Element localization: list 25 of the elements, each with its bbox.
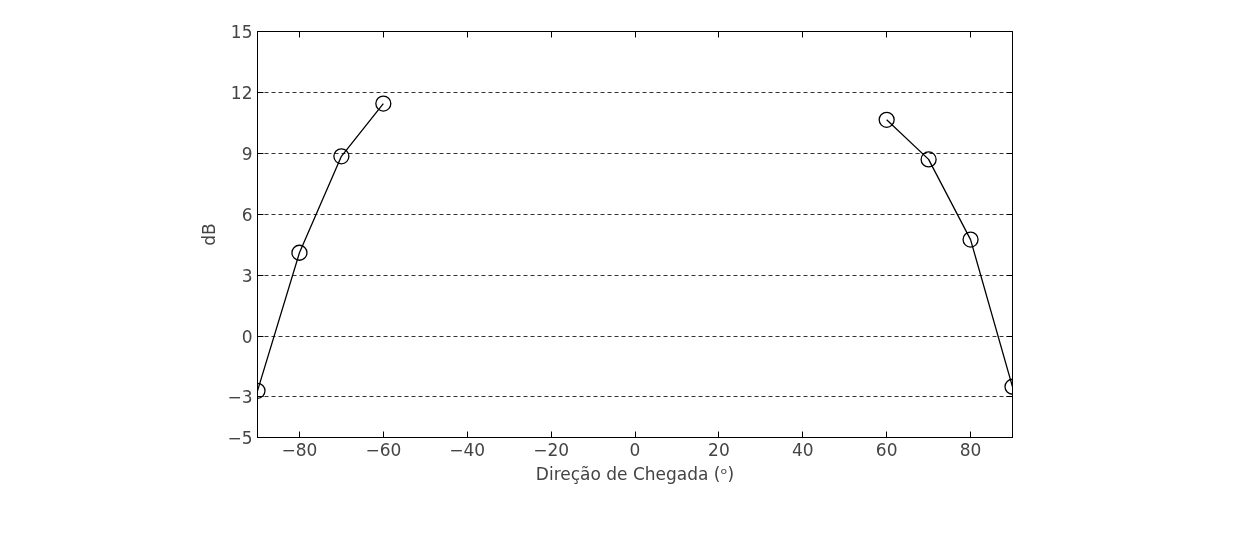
y-tick-label: 12 [230, 82, 253, 103]
y-tick-label: 3 [241, 265, 253, 286]
y-tick-label: 6 [241, 204, 253, 225]
point [333, 148, 350, 165]
x-tick-label: −20 [533, 439, 570, 460]
point [962, 231, 979, 248]
y-tick-label: 0 [241, 326, 253, 347]
y-axis-title: dB [199, 223, 220, 246]
x-tick-label: −80 [281, 439, 318, 460]
x-tick-label: −60 [365, 439, 402, 460]
x-tick-label: 20 [708, 439, 730, 460]
x-tick-label: 0 [629, 439, 641, 460]
x-tick-label: 40 [791, 439, 814, 460]
point [291, 244, 308, 261]
point [878, 111, 895, 128]
point [920, 151, 937, 168]
y-tick-label: −3 [227, 387, 253, 408]
x-tick-label: 80 [959, 439, 982, 460]
y-tick-label: −5 [227, 428, 253, 448]
y-tick-label: 15 [230, 22, 253, 42]
x-tick-label: 60 [875, 439, 898, 460]
point [375, 95, 392, 112]
x-tick-label: −40 [449, 439, 486, 460]
y-tick-label: 9 [241, 143, 253, 164]
x-axis-title: Direção de Chegada (ᵒ) [535, 463, 735, 484]
